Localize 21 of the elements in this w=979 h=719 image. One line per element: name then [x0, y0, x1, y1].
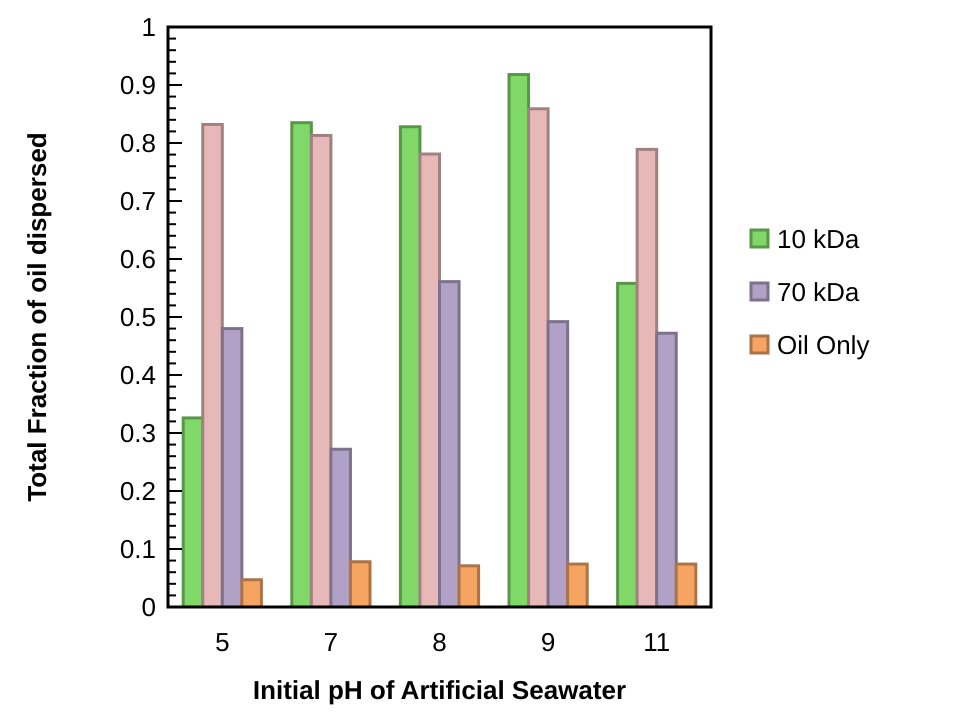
y-tick-label: 0.8	[120, 128, 156, 158]
y-tick-label: 0.2	[120, 476, 156, 506]
x-tick-label: 11	[643, 627, 670, 657]
x-tick-label: 8	[432, 627, 447, 657]
y-tick-label: 0.4	[120, 360, 156, 390]
y-tick-label: 0.3	[120, 418, 156, 448]
legend-label: 10 kDa	[777, 224, 860, 254]
x-tick-label: 9	[540, 627, 556, 657]
y-tick-label: 0.5	[120, 302, 156, 332]
y-tick-label: 0.6	[120, 244, 156, 274]
legend-label: 70 kDa	[777, 277, 860, 308]
x-tick-label: 7	[324, 627, 338, 657]
y-tick-label: 0.9	[120, 70, 156, 100]
legend-label: Oil Only	[777, 330, 870, 360]
y-axis-title: Total Fraction of oil dispersed	[22, 132, 52, 502]
x-axis-title: Initial pH of Artificial Seawater	[252, 675, 626, 705]
x-tick-label: 5	[215, 627, 230, 657]
y-tick-label: 1	[142, 12, 156, 42]
y-tick-label: 0.7	[120, 186, 156, 216]
y-tick-label: 0	[142, 592, 156, 622]
y-tick-label: 0.1	[120, 534, 156, 564]
